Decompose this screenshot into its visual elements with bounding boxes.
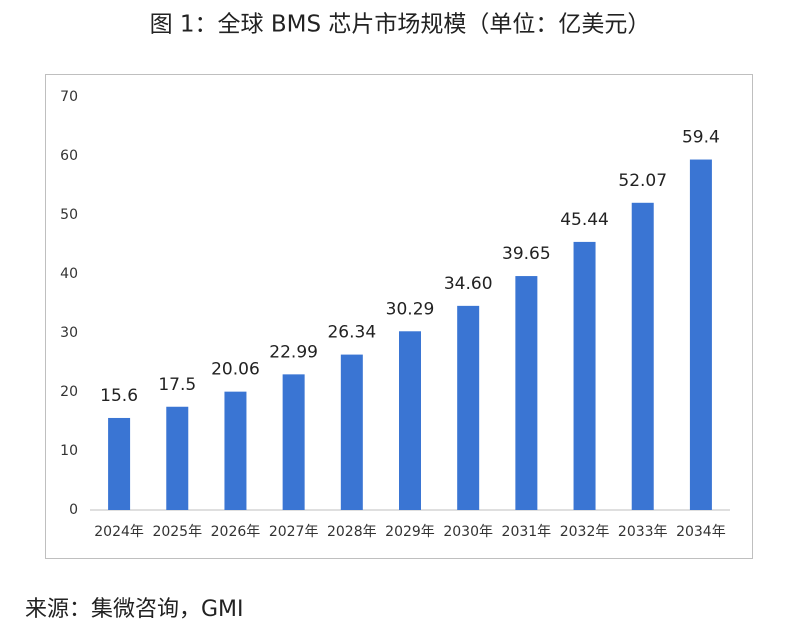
value-label: 17.5 [158,375,196,395]
x-tick-label: 2029年 [385,524,435,540]
x-tick-label: 2025年 [152,524,202,540]
y-tick-label: 60 [60,148,78,164]
source: 来源：集微咨询，GMI [25,597,244,622]
y-tick-label: 70 [60,89,78,105]
bar [340,354,363,510]
x-tick-label: 2028年 [327,524,377,540]
value-label: 45.44 [560,210,609,230]
chart-title: 图 1：全球 BMS 芯片市场规模（单位：亿美元） [150,12,651,38]
bar [108,417,131,510]
bar [224,391,247,510]
y-tick-label: 20 [60,384,78,400]
value-label: 52.07 [618,171,667,191]
y-tick-label: 40 [60,266,78,282]
y-tick-label: 30 [60,325,78,341]
x-tick-label: 2034年 [676,524,726,540]
value-label: 22.99 [269,342,318,362]
bar [689,159,712,511]
y-tick-label: 50 [60,207,78,223]
bar [573,241,596,511]
value-label: 26.34 [327,323,376,343]
x-tick-label: 2026年 [211,524,261,540]
y-tick-label: 0 [69,502,78,518]
value-label: 20.06 [211,360,260,380]
x-tick-label: 2024年 [94,524,144,540]
bar [457,305,480,510]
y-tick-label: 10 [60,443,78,459]
bar [282,374,305,510]
x-tick-label: 2032年 [560,524,610,540]
chart-frame [45,74,753,559]
bar [399,331,421,510]
x-tick-label: 2030年 [443,524,493,540]
value-label: 30.29 [386,299,435,319]
bar [631,202,654,511]
bar [166,406,189,510]
x-tick-label: 2033年 [618,524,668,540]
value-label: 34.60 [444,274,493,294]
value-label: 15.6 [100,386,138,406]
bar [515,276,538,510]
value-label: 39.65 [502,244,551,264]
value-label: 59.4 [682,128,720,148]
x-tick-label: 2027年 [269,524,319,540]
x-tick-label: 2031年 [502,524,552,540]
